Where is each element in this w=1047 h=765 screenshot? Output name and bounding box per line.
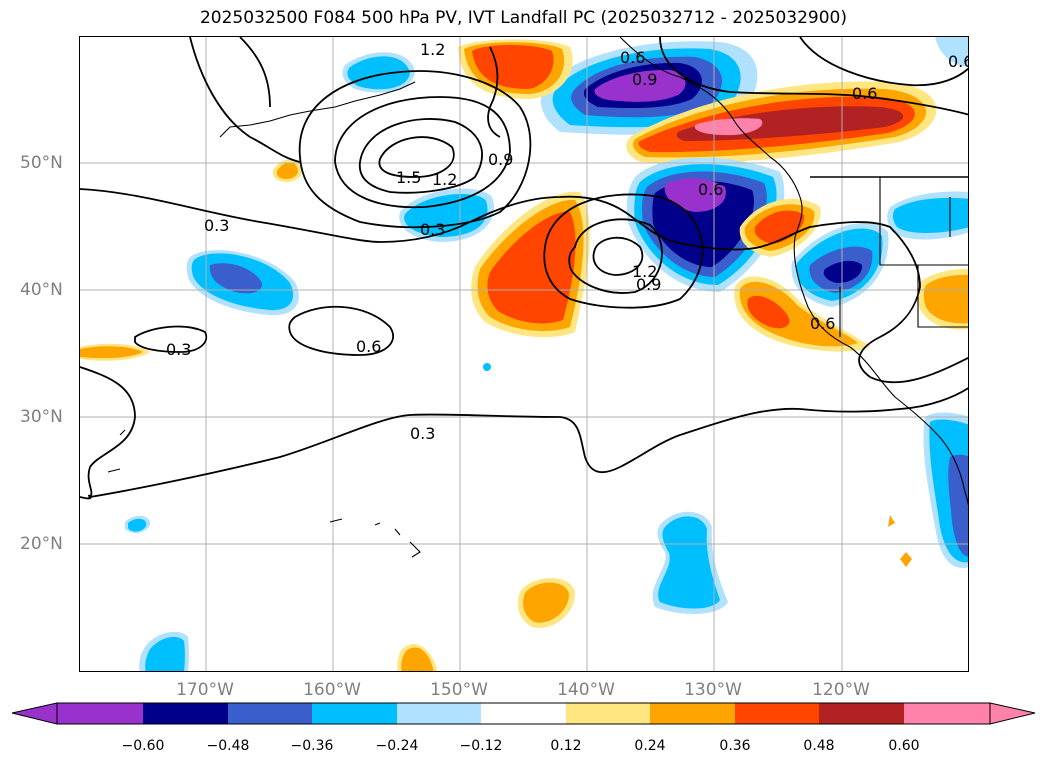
colorbar-segment [566, 703, 650, 724]
colorbar-tick: −0.48 [206, 738, 250, 754]
contour-1.2 [358, 118, 483, 194]
colorbar-tick: 0.48 [803, 738, 835, 754]
contour-label: 0.9 [636, 275, 661, 294]
colorbar-extend-high [989, 702, 1036, 725]
contour-label: 0.9 [488, 150, 513, 169]
contour-label: 0.6 [356, 337, 381, 356]
colorbar-tick: 0.24 [634, 738, 666, 754]
colorbar-tick: −0.60 [121, 738, 165, 754]
colorbar-segment [735, 703, 819, 724]
contour-label: 1.2 [632, 262, 657, 281]
contour-label: 0.6 [620, 48, 645, 67]
contour-label: 0.3 [166, 340, 191, 359]
contour-label: 1.2 [420, 40, 445, 59]
ivt-contours [80, 37, 968, 500]
lon-label-170w: 170°W [176, 680, 234, 700]
colorbar-segment [228, 703, 312, 724]
colorbar-tick: −0.12 [459, 738, 503, 754]
map-panel: 1.2 1.5 1.2 0.9 0.3 0.3 0.3 0.6 0.3 0.6 … [79, 36, 969, 672]
colorbar-segment [650, 703, 735, 724]
colorbar-tick: 0.12 [550, 738, 582, 754]
contour-label: 0.3 [204, 216, 229, 235]
contour-label: 0.6 [948, 52, 969, 71]
graticule [80, 37, 968, 671]
lon-label-160w: 160°W [303, 680, 361, 700]
contour-0.6 [288, 305, 394, 356]
lon-label-130w: 130°W [684, 680, 742, 700]
pv-shading [80, 37, 968, 671]
lon-label-150w: 150°W [430, 680, 488, 700]
lat-label-50n: 50°N [20, 153, 63, 173]
contour-0.9 [334, 96, 511, 209]
coastlines [107, 37, 968, 558]
colorbar-segment [904, 703, 990, 724]
contour-label: 0.9 [632, 70, 657, 89]
lat-label-30n: 30°N [20, 407, 63, 427]
contour-label: 0.6 [698, 180, 723, 199]
colorbar-tick: 0.36 [719, 738, 751, 754]
contour-label: 0.6 [810, 314, 835, 333]
map-canvas: 1.2 1.5 1.2 0.9 0.3 0.3 0.3 0.6 0.3 0.6 … [80, 37, 969, 671]
colorbar-tick: −0.24 [375, 738, 419, 754]
colorbar-segment [481, 703, 566, 724]
colorbar-segment [57, 703, 143, 724]
colorbar-tick: 0.60 [888, 738, 920, 754]
contour-label: 1.2 [432, 170, 457, 189]
colorbar-extend-low [11, 702, 58, 725]
contour-label: 0.3 [420, 220, 445, 239]
colorbar-segment [819, 703, 904, 724]
colorbar-segment [312, 703, 397, 724]
lat-label-20n: 20°N [20, 534, 63, 554]
colorbar-segment [143, 703, 228, 724]
map-title: 2025032500 F084 500 hPa PV, IVT Landfall… [199, 8, 847, 28]
contour-0.3-outer [80, 188, 968, 384]
contour-1.5 [378, 136, 455, 178]
contour-label: 0.3 [410, 424, 435, 443]
contour-label: 0.6 [852, 84, 877, 103]
contour-1.2-south [592, 236, 644, 276]
lon-label-120w: 120°W [812, 680, 870, 700]
colorbar-tick: −0.36 [290, 738, 334, 754]
colorbar-segment [397, 703, 481, 724]
contour-labels: 1.2 1.5 1.2 0.9 0.3 0.3 0.3 0.6 0.3 0.6 … [166, 40, 969, 443]
contour-label: 1.5 [396, 168, 421, 187]
lat-label-40n: 40°N [20, 280, 63, 300]
colorbar [11, 702, 1036, 725]
lon-label-140w: 140°W [557, 680, 615, 700]
